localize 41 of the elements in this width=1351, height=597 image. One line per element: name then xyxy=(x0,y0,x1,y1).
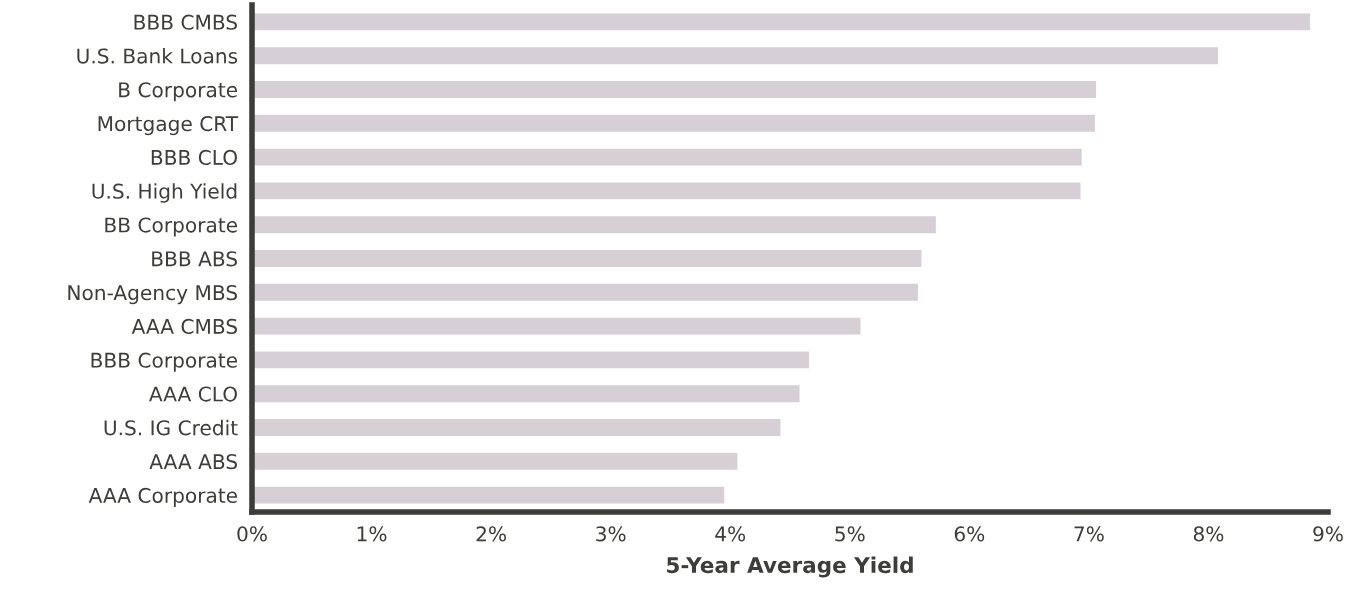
x-tick-label: 9% xyxy=(1313,526,1343,542)
bar xyxy=(252,452,738,470)
y-tick-label: BBB Corporate xyxy=(91,352,238,372)
bar xyxy=(252,419,781,436)
y-tick-label: AAA ABS xyxy=(149,454,237,470)
x-tick-label: 6% xyxy=(954,526,985,542)
bar xyxy=(252,317,861,335)
x-tick-label: 2% xyxy=(476,526,506,542)
bar xyxy=(252,216,936,234)
y-tick-label: BBB CLO xyxy=(151,149,237,166)
y-tick-label: BBB ABS xyxy=(152,251,237,267)
bar xyxy=(252,486,725,504)
x-tick-label: 0% xyxy=(237,526,267,542)
y-tick-label: AAA CLO xyxy=(149,386,237,402)
x-axis-title: 5-Year Average Yield xyxy=(667,556,913,578)
bar xyxy=(252,250,922,267)
y-tick-label: U.S. High Yield xyxy=(92,183,237,203)
x-tick-label: 4% xyxy=(715,526,746,542)
bar xyxy=(252,385,800,403)
y-tick-label: B Corporate xyxy=(119,82,238,102)
bar xyxy=(252,13,1311,31)
x-tick-label: 3% xyxy=(596,526,626,542)
y-tick-label: BBB CMBS xyxy=(134,14,237,30)
bar xyxy=(252,81,1097,98)
y-tick-label: AAA Corporate xyxy=(88,487,238,507)
y-tick-label: U.S. IG Credit xyxy=(104,419,238,436)
y-tick-label: AAA CMBS xyxy=(131,318,237,335)
bar xyxy=(252,47,1219,65)
x-tick-label: 8% xyxy=(1193,526,1224,542)
x-tick-label: 7% xyxy=(1074,526,1104,542)
y-tick-label: U.S. Bank Loans xyxy=(77,48,238,64)
y-tick-label: BB Corporate xyxy=(105,217,238,237)
bar xyxy=(252,283,918,301)
bar xyxy=(252,182,1081,200)
x-tick-label: 1% xyxy=(357,526,387,542)
bar xyxy=(252,351,810,369)
x-tick-label: 5% xyxy=(835,526,865,542)
y-tick-label: Mortgage CRT xyxy=(98,116,239,136)
bar xyxy=(252,148,1082,166)
y-tick-label: Non-Agency MBS xyxy=(68,285,237,305)
bar xyxy=(252,114,1095,132)
